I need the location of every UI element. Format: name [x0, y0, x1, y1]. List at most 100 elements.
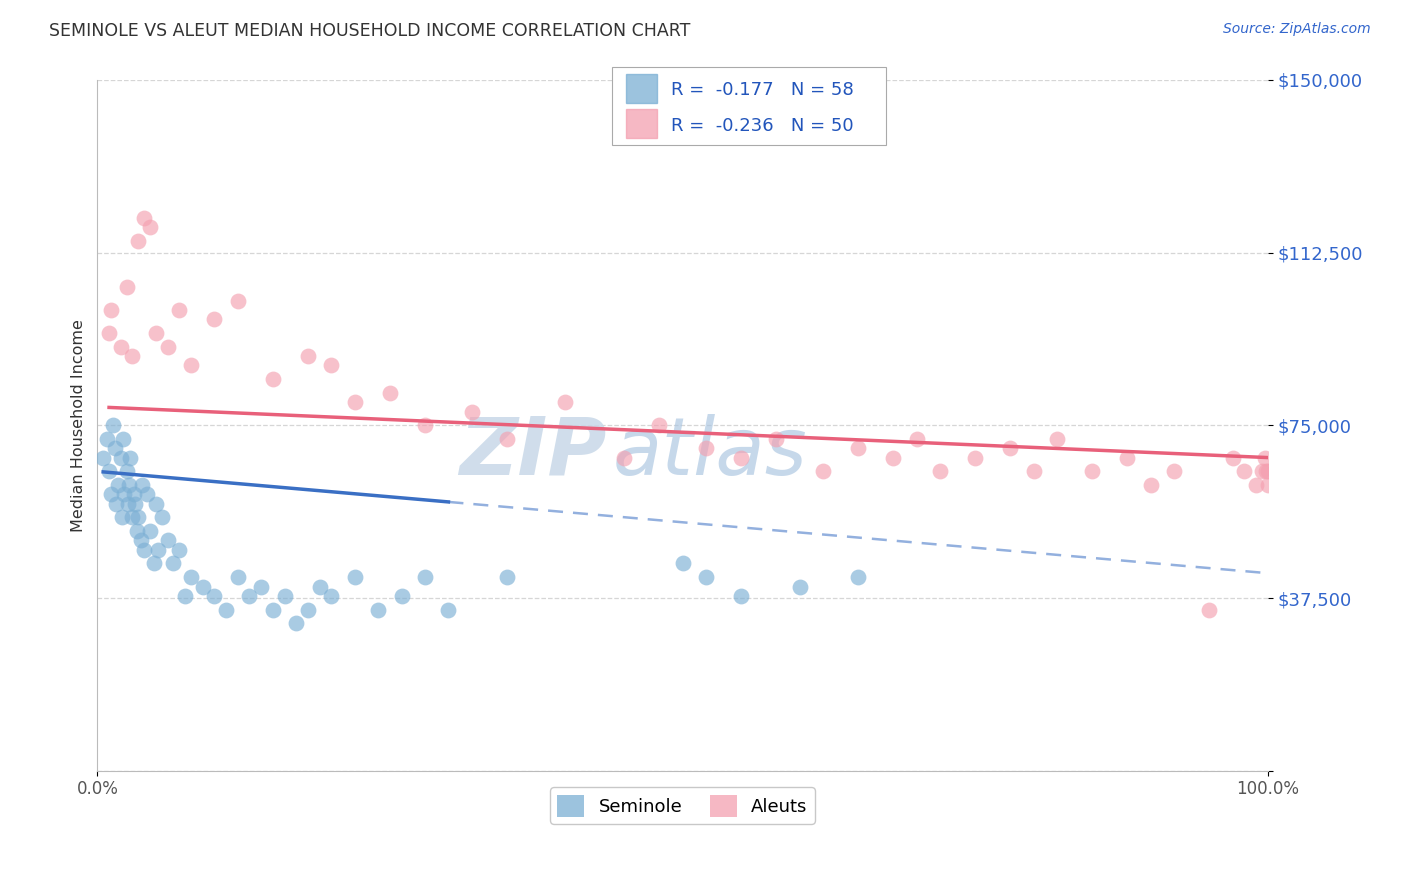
Point [100, 487, 122, 501]
Point [112, 432, 135, 446]
Point [139, 524, 162, 539]
Point [98, 464, 121, 478]
Text: Source: ZipAtlas.com: Source: ZipAtlas.com [1223, 22, 1371, 37]
Point [250, 580, 273, 594]
Point [343, 570, 366, 584]
Point [101, 418, 124, 433]
Point [134, 542, 156, 557]
Point [142, 557, 165, 571]
Point [1254, 450, 1277, 465]
Point [145, 326, 167, 341]
Point [162, 557, 184, 571]
Legend: Seminole, Aleuts: Seminole, Aleuts [550, 788, 815, 824]
Point [413, 570, 436, 584]
Point [180, 570, 202, 584]
Point [695, 442, 717, 456]
Point [965, 450, 987, 465]
Point [391, 589, 413, 603]
Point [998, 442, 1021, 456]
Point [100, 303, 122, 318]
Point [308, 580, 330, 594]
Point [107, 478, 129, 492]
Point [121, 510, 143, 524]
Point [846, 442, 869, 456]
Point [226, 293, 249, 308]
Point [127, 524, 149, 539]
Point [321, 589, 343, 603]
Point [1116, 450, 1139, 465]
Point [378, 386, 401, 401]
Point [671, 557, 693, 571]
Point [115, 280, 138, 294]
Point [96, 432, 118, 446]
Point [104, 442, 127, 456]
Point [730, 450, 752, 465]
Point [496, 570, 519, 584]
Point [117, 497, 139, 511]
Point [226, 570, 249, 584]
Point [150, 510, 173, 524]
Point [91, 450, 114, 465]
Point [169, 542, 191, 557]
Point [648, 418, 671, 433]
Point [1222, 450, 1244, 465]
Point [262, 372, 284, 386]
Point [174, 589, 197, 603]
Point [437, 602, 460, 616]
Point [1250, 464, 1272, 478]
Point [1233, 464, 1256, 478]
Point [105, 497, 128, 511]
Point [118, 478, 141, 492]
Point [297, 349, 319, 363]
Point [613, 450, 636, 465]
Point [134, 211, 156, 226]
Point [1046, 432, 1069, 446]
Point [135, 487, 157, 501]
Point [1163, 464, 1185, 478]
Text: R =  -0.177   N = 58: R = -0.177 N = 58 [671, 81, 853, 99]
Text: atlas: atlas [612, 414, 807, 492]
Point [929, 464, 952, 478]
Point [285, 616, 308, 631]
Point [121, 349, 143, 363]
Point [122, 487, 145, 501]
Point [1139, 478, 1161, 492]
Point [1022, 464, 1045, 478]
Point [110, 340, 132, 354]
Point [124, 497, 146, 511]
Point [169, 303, 191, 318]
Point [1257, 464, 1279, 478]
Text: ZIP: ZIP [460, 414, 606, 492]
Text: SEMINOLE VS ALEUT MEDIAN HOUSEHOLD INCOME CORRELATION CHART: SEMINOLE VS ALEUT MEDIAN HOUSEHOLD INCOM… [49, 22, 690, 40]
Point [321, 359, 343, 373]
Point [148, 542, 170, 557]
Point [730, 589, 752, 603]
Point [1244, 478, 1267, 492]
Point [156, 533, 179, 548]
Point [273, 589, 295, 603]
Point [238, 589, 260, 603]
Point [191, 580, 214, 594]
Point [905, 432, 928, 446]
Point [115, 464, 138, 478]
Point [111, 510, 134, 524]
Point [112, 487, 135, 501]
Point [98, 326, 121, 341]
Point [554, 395, 576, 409]
Point [145, 497, 167, 511]
Point [765, 432, 787, 446]
Point [127, 510, 149, 524]
Point [131, 478, 153, 492]
Point [180, 359, 202, 373]
Point [1081, 464, 1104, 478]
Text: R =  -0.236   N = 50: R = -0.236 N = 50 [671, 117, 853, 135]
Point [156, 340, 179, 354]
Point [1257, 478, 1279, 492]
Y-axis label: Median Household Income: Median Household Income [72, 319, 86, 532]
Point [789, 580, 811, 594]
Point [127, 234, 149, 248]
Point [110, 450, 132, 465]
Point [1256, 464, 1278, 478]
Point [461, 404, 484, 418]
Point [129, 533, 152, 548]
